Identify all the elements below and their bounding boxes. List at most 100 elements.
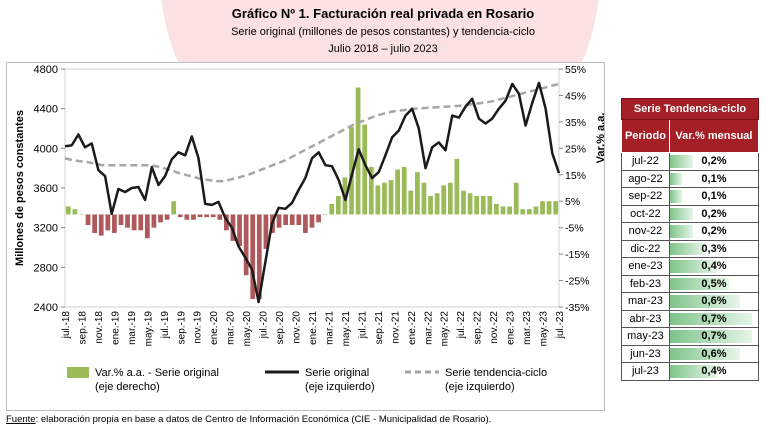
data-bar: [669, 155, 694, 168]
table-value: 0,1%: [701, 190, 727, 203]
y-left-tick-label: 2800: [34, 262, 58, 274]
bar-var-pct: [256, 214, 262, 300]
bar-var-pct: [296, 214, 302, 226]
table-cell-period: feb-23: [621, 274, 670, 293]
chart-svg: 2400 2800 3200 3600 4000 4400 4800 -35% -25% -15%…: [14, 64, 606, 393]
x-tick-label: may.-23: [539, 311, 550, 347]
table-row: jun-23 0,6%: [621, 344, 760, 363]
bar-var-pct: [98, 214, 104, 236]
bar-var-pct: [250, 214, 256, 300]
bar-var-pct: [494, 203, 499, 215]
table-row: nov-22 0,2%: [621, 222, 760, 241]
x-tick-label: nov.-22: [489, 311, 500, 344]
table-cell-period: jul-22: [621, 152, 670, 171]
y-left-tick-label: 4000: [34, 143, 58, 155]
bar-var-pct: [467, 193, 473, 215]
bar-var-pct: [540, 201, 545, 215]
bar-var-pct: [322, 214, 328, 215]
x-tick-label: sep.-21: [374, 311, 385, 345]
bar-var-pct: [533, 206, 539, 215]
y-right-tick-label: 5%: [565, 196, 580, 208]
legend-note: (eje izquierdo): [445, 381, 515, 393]
bar-var-pct: [131, 214, 137, 231]
table-value: 0,2%: [701, 225, 727, 238]
bar-var-pct: [461, 190, 466, 215]
bar-var-pct: [177, 214, 183, 218]
x-tick-label: sep.-19: [176, 311, 187, 345]
bar-var-pct: [309, 214, 315, 228]
table-cell-period: dic-22: [621, 239, 670, 258]
bar-var-pct: [197, 214, 203, 218]
x-tick-label: sep.-20: [275, 311, 286, 345]
table-cell-var: 0,2%: [668, 204, 760, 223]
table-header-period: Periodo: [621, 119, 670, 153]
table-cell-period: mar-23: [621, 292, 670, 311]
table-cell-period: nov-22: [621, 222, 670, 241]
table-row: jul-23 0,4%: [621, 362, 760, 381]
table-cell-var: 0,5%: [668, 274, 760, 293]
table-value: 0,2%: [701, 155, 727, 168]
x-tick-label: ene.-19: [110, 311, 121, 345]
source-label: Fuente: [6, 414, 36, 425]
table-value: 0,6%: [701, 295, 727, 308]
legend-label: Serie original: [305, 367, 369, 379]
data-bar: [669, 190, 682, 203]
x-tick-label: nov.-21: [390, 311, 401, 344]
table-header-var: Var.% mensual: [668, 119, 760, 153]
x-tick-label: sep.-22: [473, 311, 484, 345]
x-tick-label: ene.-21: [308, 311, 319, 345]
y-right-axis-label: Var.% a.a.: [595, 113, 606, 164]
bar-var-pct: [184, 214, 190, 220]
table-cell-period: abr-23: [621, 309, 670, 328]
table-row: dic-22 0,3%: [621, 239, 760, 258]
bar-var-pct: [526, 209, 532, 215]
table-title: Serie Tendencia-ciclo: [621, 98, 759, 120]
bar-var-pct: [125, 214, 130, 228]
bar-var-pct: [158, 214, 163, 223]
table-value: 0,4%: [701, 365, 727, 378]
source-text: : elaboración propia en base a datos de …: [35, 414, 492, 425]
bar-var-pct: [204, 214, 209, 218]
legend-label: Var.% a.a. - Serie original: [95, 367, 219, 379]
table-cell-period: ago-22: [621, 169, 670, 188]
y-right-tick-label: 15%: [565, 170, 586, 182]
bar-var-pct: [191, 214, 196, 220]
bar-var-pct: [118, 214, 124, 226]
bar-var-pct: [375, 185, 381, 215]
x-tick-label: nov.-18: [94, 311, 105, 344]
table-row: abr-23 0,7%: [621, 309, 760, 328]
bar-var-pct: [434, 193, 440, 215]
table-row: mar-23 0,6%: [621, 292, 760, 311]
x-tick-label: jul.-18: [61, 311, 72, 340]
x-tick-label: jul.-22: [456, 311, 467, 340]
table-value: 0,7%: [701, 330, 727, 343]
bar-var-pct: [408, 190, 414, 215]
bar-var-pct: [362, 124, 368, 215]
chart-area: 2400 2800 3200 3600 4000 4400 4800 -35% -25% -15%…: [6, 62, 606, 411]
y-left-tick-label: 4400: [34, 104, 58, 116]
y-right-tick-label: 55%: [565, 64, 586, 76]
x-tick-label: mar.-22: [423, 311, 434, 345]
table-row: sep-22 0,1%: [621, 187, 760, 206]
data-bar: [669, 260, 717, 273]
x-tick-label: nov.-19: [193, 311, 204, 344]
table-cell-period: ene-23: [621, 257, 670, 276]
table-row: oct-22 0,2%: [621, 204, 760, 223]
table-cell-var: 0,4%: [668, 257, 760, 276]
table-cell-var: 0,2%: [668, 222, 760, 241]
legend-label: Serie tendencia-ciclo: [445, 367, 547, 379]
data-bar: [669, 242, 706, 255]
x-tick-label: may.-22: [440, 311, 451, 347]
y-left-axis-label: Millones de pesos constantes: [14, 110, 26, 266]
y-left-tick-label: 3600: [34, 183, 58, 195]
bar-var-pct: [421, 182, 427, 215]
bar-var-pct: [283, 214, 289, 226]
x-tick-label: may.-20: [242, 311, 253, 347]
bar-var-pct: [441, 185, 447, 215]
x-tick-label: jul.-20: [259, 311, 270, 340]
table-cell-var: 0,6%: [668, 344, 760, 363]
original-line: [64, 81, 561, 304]
x-tick-label: mar.-21: [324, 311, 335, 345]
x-tick-label: ene.-23: [506, 311, 517, 345]
table-row: feb-23 0,5%: [621, 274, 760, 293]
